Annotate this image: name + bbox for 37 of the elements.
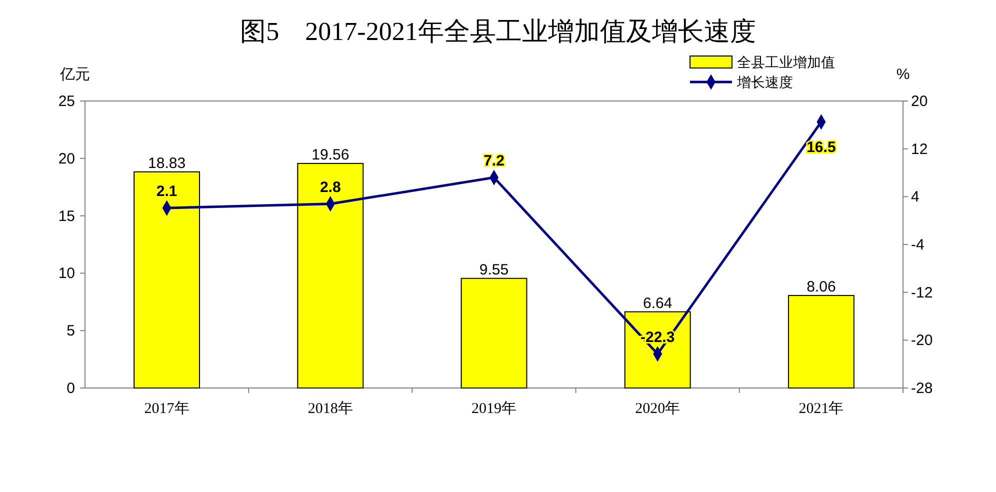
chart-title: 图5 2017-2021年全县工业增加值及增长速度	[240, 17, 756, 46]
bar	[297, 162, 364, 388]
data-label: 9.55	[479, 261, 509, 278]
bar	[460, 278, 528, 388]
bar	[134, 171, 200, 388]
x-tick-label: 2020年	[635, 400, 680, 417]
y2-tick-label: 20	[911, 93, 928, 110]
bar	[624, 311, 691, 388]
data-label: 19.56	[312, 146, 350, 164]
data-label: 16.5	[806, 138, 836, 156]
data-label: 2.1	[156, 183, 178, 200]
y2-tick-label: -20	[911, 332, 933, 350]
y2-tick-label: 12	[911, 140, 928, 158]
x-tick-label: 2018年	[308, 400, 353, 417]
y-tick-label: 0	[66, 380, 75, 397]
data-label: 8.06	[806, 278, 836, 296]
legend-label: 全县工业增加值	[737, 54, 835, 70]
bar	[788, 294, 854, 388]
y2-tick-label: -4	[911, 236, 924, 254]
data-label: 18.83	[148, 154, 186, 172]
y-tick-label: 15	[58, 208, 75, 225]
y-tick-label: 20	[58, 150, 75, 168]
y2-tick-label: 4	[911, 188, 920, 206]
y-tick-label: 25	[58, 93, 75, 110]
y-axis-title: 亿元	[59, 66, 90, 83]
legend-label: 增长速度	[736, 74, 793, 90]
y-tick-label: 10	[58, 265, 75, 282]
data-label: 6.64	[643, 294, 672, 312]
y-tick-label: 5	[66, 322, 75, 340]
x-tick-label: 2021年	[798, 400, 844, 417]
y2-tick-label: -12	[911, 284, 933, 302]
data-label: 2.8	[320, 178, 341, 196]
x-tick-label: 2019年	[472, 400, 516, 417]
y2-axis-title: %	[896, 66, 910, 83]
data-label: 7.2	[484, 152, 504, 170]
y2-tick-label: -28	[911, 380, 933, 397]
x-tick-label: 2017年	[144, 400, 190, 417]
